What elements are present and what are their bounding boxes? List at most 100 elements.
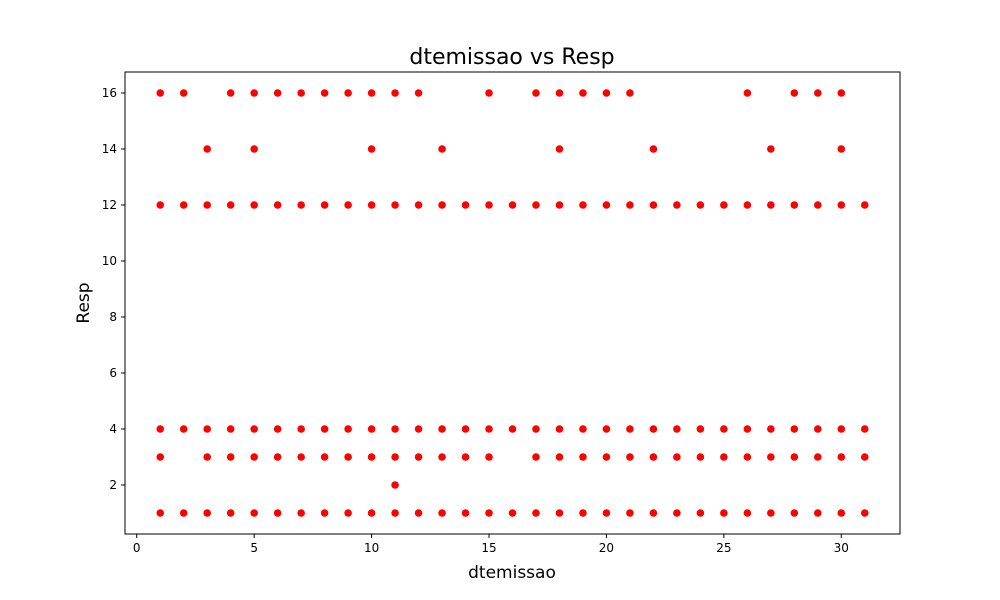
data-point — [226, 425, 235, 433]
data-point — [579, 201, 587, 209]
data-point — [391, 425, 399, 433]
data-point — [602, 453, 611, 461]
data-point — [250, 201, 258, 209]
data-point — [156, 425, 165, 433]
data-point — [320, 509, 329, 517]
data-point — [508, 509, 517, 517]
data-point — [626, 89, 634, 97]
data-point — [767, 201, 775, 209]
data-point — [297, 509, 305, 517]
data-point — [673, 509, 681, 517]
data-point — [367, 89, 376, 97]
data-point — [273, 453, 282, 461]
data-point — [743, 509, 752, 517]
data-point — [485, 509, 493, 517]
data-point — [814, 425, 822, 433]
data-point — [297, 89, 305, 97]
y-axis: 2 4 6 8 10 12 14 16 — [102, 86, 125, 492]
data-point — [720, 425, 728, 433]
data-point — [508, 425, 517, 433]
data-point — [508, 201, 517, 209]
y-tick-label: 16 — [102, 86, 117, 100]
data-point — [696, 453, 705, 461]
data-point — [720, 509, 728, 517]
data-point — [203, 509, 211, 517]
data-point — [673, 201, 681, 209]
data-point — [579, 453, 587, 461]
data-point — [179, 425, 188, 433]
data-point — [438, 201, 446, 209]
data-point — [790, 201, 799, 209]
data-point — [344, 453, 352, 461]
data-point — [297, 453, 305, 461]
y-tick-label: 4 — [109, 422, 117, 436]
data-point — [367, 453, 376, 461]
x-tick-label: 5 — [250, 541, 258, 555]
data-point — [203, 145, 211, 153]
data-point — [743, 201, 752, 209]
y-axis-label: Resp — [74, 282, 94, 323]
data-point — [837, 89, 846, 97]
data-point — [720, 453, 728, 461]
data-point — [414, 509, 423, 517]
data-point — [156, 509, 165, 517]
data-point — [555, 425, 564, 433]
data-point — [860, 453, 869, 461]
data-point — [673, 453, 681, 461]
data-point — [367, 425, 376, 433]
y-tick-label: 14 — [102, 142, 117, 156]
data-point — [814, 89, 822, 97]
x-tick-label: 30 — [834, 541, 849, 555]
data-point — [438, 425, 446, 433]
data-point — [391, 201, 399, 209]
data-point — [767, 425, 775, 433]
data-point — [461, 425, 470, 433]
data-point — [485, 201, 493, 209]
data-point — [767, 509, 775, 517]
data-point — [485, 89, 493, 97]
data-point — [273, 509, 282, 517]
data-point — [579, 425, 587, 433]
chart-title: dtemissao vs Resp — [409, 45, 614, 70]
data-point — [320, 425, 329, 433]
data-point — [743, 89, 752, 97]
data-point — [250, 509, 258, 517]
data-point — [743, 453, 752, 461]
data-points — [156, 89, 869, 517]
data-point — [226, 509, 235, 517]
data-point — [696, 201, 705, 209]
y-tick-label: 2 — [109, 478, 117, 492]
data-point — [391, 89, 399, 97]
data-point — [720, 201, 728, 209]
data-point — [626, 453, 634, 461]
data-point — [461, 509, 470, 517]
data-point — [602, 89, 611, 97]
data-point — [814, 201, 822, 209]
data-point — [555, 201, 564, 209]
data-point — [344, 425, 352, 433]
x-axis: 0 5 10 15 20 25 30 — [133, 534, 849, 555]
data-point — [344, 201, 352, 209]
data-point — [320, 201, 329, 209]
data-point — [297, 201, 305, 209]
data-point — [814, 509, 822, 517]
data-point — [367, 145, 376, 153]
data-point — [649, 509, 658, 517]
y-tick-label: 6 — [109, 366, 117, 380]
data-point — [860, 509, 869, 517]
data-point — [837, 201, 846, 209]
data-point — [579, 509, 587, 517]
x-tick-label: 0 — [133, 541, 141, 555]
data-point — [297, 425, 305, 433]
data-point — [273, 89, 282, 97]
data-point — [626, 509, 634, 517]
x-tick-label: 25 — [716, 541, 731, 555]
data-point — [579, 89, 587, 97]
data-point — [250, 145, 258, 153]
data-point — [532, 453, 540, 461]
data-point — [414, 201, 423, 209]
data-point — [156, 453, 165, 461]
data-point — [532, 509, 540, 517]
data-point — [649, 201, 658, 209]
